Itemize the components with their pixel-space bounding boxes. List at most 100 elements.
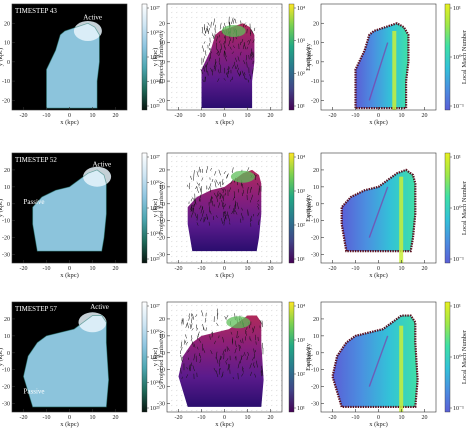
colorbar-tick-label: 10⁰ [453, 54, 462, 61]
emissivity-region [178, 315, 264, 407]
x-axis-label: x (kpc) [60, 119, 79, 126]
colorbar-tick-label: 10¹ [453, 6, 461, 12]
colorbar-label: Local Mach Number [461, 180, 468, 235]
colorbar-tick-label: 10²⁴ [150, 232, 160, 238]
colorbar [288, 3, 295, 111]
colorbar-tick-label: 10²⁶ [150, 330, 160, 336]
colorbar-label: Local Mach Number [461, 329, 468, 384]
colorbar-tick-label: 10⁴ [297, 6, 305, 12]
colorbar-label: Projected Emissivity [158, 29, 165, 84]
colorbar-tick-label: 10²⁶ [150, 181, 160, 187]
x-tick-label: 10 [90, 113, 96, 119]
colorbar-tick-label: 10² [297, 71, 305, 77]
y-tick-label: 20 [4, 317, 10, 323]
y-tick-label: -20 [2, 98, 10, 104]
y-tick-label: -30 [311, 253, 319, 259]
colorbar-tick-label: 10⁴ [297, 155, 305, 161]
x-tick-label: 20 [113, 266, 119, 272]
colorbar-tick-label: 10⁰ [453, 205, 462, 212]
panel-2-3: -20 -10 0 10 20 -30 -20 -10 0 10 20 x (kpc) y (kpc) 1… [306, 152, 468, 279]
y-tick-label: 10 [4, 41, 10, 47]
x-tick-label: 10 [399, 415, 405, 421]
shock-filament [368, 42, 389, 101]
y-tick-label: 0 [316, 202, 319, 208]
x-tick-label: 20 [422, 113, 428, 119]
shock-band [399, 325, 404, 412]
colorbar-tick-label: 10¹ [297, 104, 305, 110]
y-tick-label: -30 [157, 402, 165, 408]
lobe-annotation: Active [93, 161, 112, 169]
x-tick-label: -10 [43, 113, 51, 119]
y-tick-label: 10 [159, 185, 165, 191]
y-tick-label: -10 [157, 368, 165, 374]
y-axis-label: y (kpc) [152, 348, 159, 367]
x-tick-label: 20 [113, 415, 119, 421]
velocity-arrows [180, 308, 264, 380]
y-tick-label: 0 [162, 202, 165, 208]
y-tick-label: -10 [2, 79, 10, 85]
y-tick-label: -20 [2, 385, 10, 391]
colorbar-tick-label: 10⁻¹ [453, 257, 464, 263]
y-tick-label: -20 [157, 385, 165, 391]
x-tick-label: -20 [329, 113, 337, 119]
jet-cocoon [46, 23, 100, 109]
x-tick-label: 0 [68, 113, 71, 119]
colorbar-tick-label: 10²⁷ [150, 6, 160, 12]
colorbar-label: Projected Emissivity [158, 329, 165, 384]
jet-cocoon [32, 169, 107, 252]
colorbar-tick-label: 10⁴ [297, 304, 305, 310]
colorbar [141, 301, 148, 413]
y-tick-label: -20 [311, 98, 319, 104]
y-tick-label: 0 [316, 60, 319, 66]
panel-3-3: -20 -10 0 10 20 -30 -20 -10 0 10 20 x (kpc) y (kpc) 1… [306, 301, 468, 428]
shock-band [399, 176, 404, 263]
x-axis-label: x (kpc) [215, 119, 234, 126]
bright-emission [226, 316, 251, 329]
x-tick-label: -10 [198, 113, 206, 119]
colorbar-tick-label: 10⁻¹ [453, 104, 464, 110]
y-tick-label: -20 [311, 385, 319, 391]
y-axis-label: y (kpc) [0, 48, 4, 67]
x-tick-label: -20 [329, 266, 337, 272]
colorbar [288, 301, 295, 413]
x-tick-label: -20 [20, 415, 28, 421]
colorbar [141, 152, 148, 264]
y-tick-label: -10 [311, 368, 319, 374]
lobe-annotation: Active [90, 303, 109, 311]
x-tick-label: 10 [399, 113, 405, 119]
panel-1-2: -20 -10 0 10 20 -20 -10 0 10 20 x (kpc) y (kpc) 10⁴ 1… [152, 3, 312, 126]
velocity-arrows [186, 166, 262, 227]
x-tick-label: -10 [43, 415, 51, 421]
y-tick-label: -10 [157, 219, 165, 225]
colorbar-tick-label: 10⁻¹ [453, 406, 464, 412]
x-tick-label: -20 [175, 415, 183, 421]
y-tick-label: 20 [4, 168, 10, 174]
y-tick-label: -10 [2, 219, 10, 225]
emissivity-region [187, 169, 262, 252]
colorbar [444, 3, 451, 111]
x-tick-label: 10 [245, 415, 251, 421]
y-tick-label: 10 [4, 185, 10, 191]
colorbar [141, 3, 148, 111]
bright-emission [230, 170, 255, 183]
y-tick-label: 10 [159, 41, 165, 47]
y-tick-label: 20 [159, 168, 165, 174]
colorbar-tick-label: 10²³ [150, 257, 160, 263]
y-tick-label: -20 [157, 98, 165, 104]
shock-band [392, 30, 397, 110]
y-axis-label: y (kpc) [306, 348, 313, 367]
colorbar-tick-label: 10¹ [297, 406, 305, 412]
x-tick-label: 0 [223, 113, 226, 119]
x-tick-label: 10 [90, 266, 96, 272]
x-axis-label: x (kpc) [369, 272, 388, 279]
x-tick-label: 0 [223, 266, 226, 272]
x-tick-label: 20 [422, 266, 428, 272]
x-tick-label: 0 [377, 415, 380, 421]
x-tick-label: 20 [422, 415, 428, 421]
jet-cocoon [23, 315, 109, 407]
y-tick-label: -10 [2, 368, 10, 374]
x-tick-label: 0 [377, 266, 380, 272]
colorbar-tick-label: 10² [297, 372, 305, 378]
colorbar [444, 152, 451, 264]
